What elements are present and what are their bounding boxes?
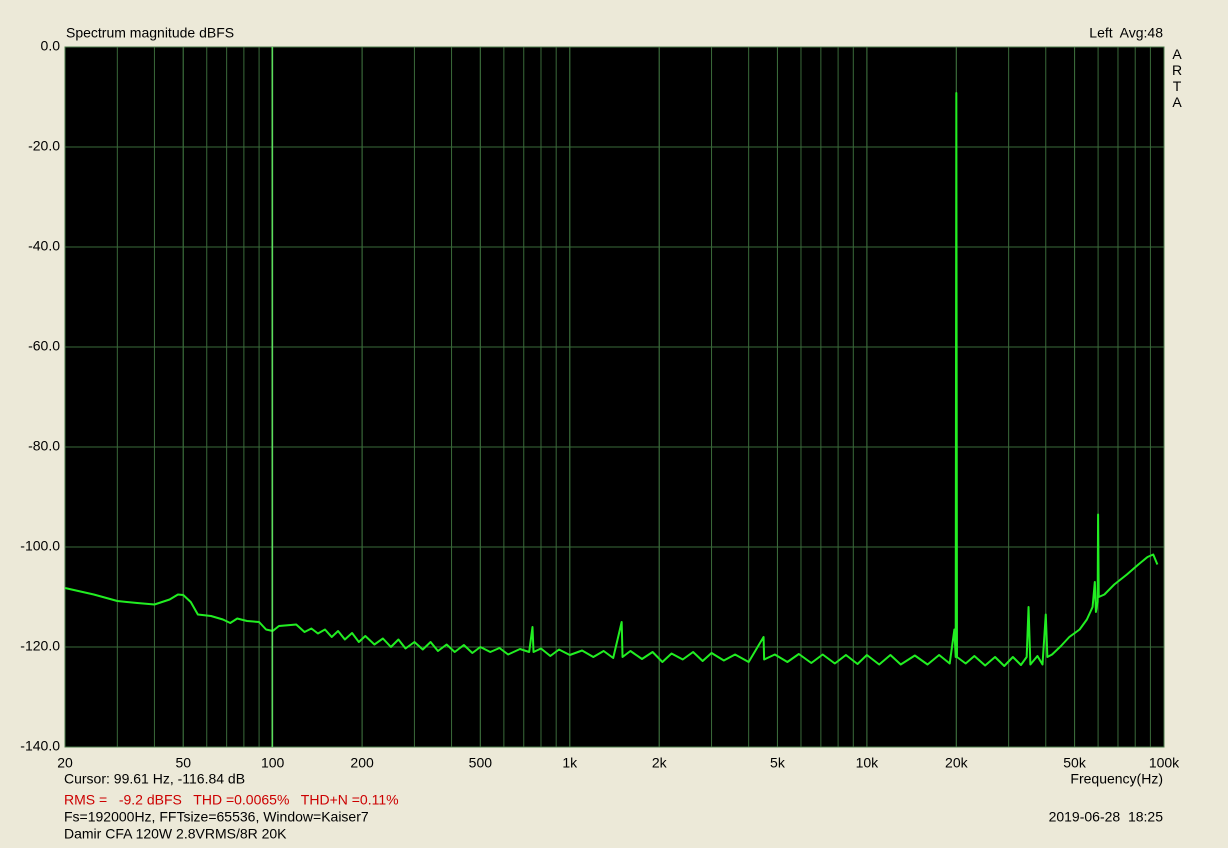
description: Damir CFA 120W 2.8VRMS/8R 20K [64, 826, 287, 842]
x-tick-label: 10k [856, 755, 880, 771]
x-axis-label: Frequency(Hz) [1070, 771, 1163, 787]
grid [64, 46, 1165, 748]
settings-readout: Fs=192000Hz, FFTsize=65536, Window=Kaise… [64, 809, 369, 825]
x-tick-label: 50k [1063, 755, 1087, 771]
chart-title: Spectrum magnitude dBFS [66, 25, 234, 41]
x-tick-label: 20 [57, 755, 73, 771]
x-tick-label: 1k [562, 755, 578, 771]
y-tick-label: 0.0 [41, 38, 61, 54]
plot-border [64, 46, 1165, 748]
y-tick-label: -60.0 [28, 338, 60, 354]
y-tick-label: -100.0 [20, 538, 60, 554]
y-tick-label: -20.0 [28, 138, 60, 154]
plot-area [65, 47, 1164, 747]
y-tick-label: -40.0 [28, 238, 60, 254]
y-tick-label: -140.0 [20, 738, 60, 754]
x-tick-label: 100 [261, 755, 285, 771]
x-tick-label: 100k [1149, 755, 1180, 771]
x-tick-label: 5k [770, 755, 786, 771]
spectrum-line [64, 92, 1159, 667]
brand: ARTA [1169, 46, 1185, 110]
x-tick-label: 50 [175, 755, 191, 771]
timestamp: 2019-06-28 18:25 [1049, 809, 1164, 825]
x-tick-label: 2k [652, 755, 668, 771]
marks [64, 47, 1159, 747]
x-tick-label: 500 [469, 755, 493, 771]
y-tick-label: -120.0 [20, 638, 60, 654]
x-tick-label: 200 [350, 755, 374, 771]
y-tick-label: -80.0 [28, 438, 60, 454]
channel-label: Left Avg:48 [1089, 25, 1163, 41]
x-tick-label: 20k [945, 755, 969, 771]
cursor-readout: Cursor: 99.61 Hz, -116.84 dB [64, 771, 245, 787]
rms-readout: RMS = -9.2 dBFS THD =0.0065% THD+N =0.11… [64, 792, 399, 808]
